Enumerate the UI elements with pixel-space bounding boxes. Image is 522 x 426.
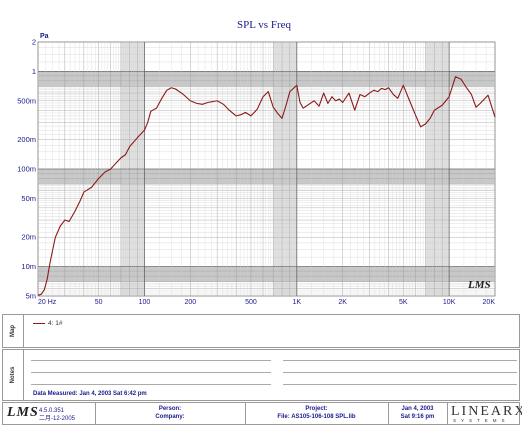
notes-label: Notes	[10, 366, 16, 384]
grid-band	[38, 71, 495, 87]
note-line[interactable]	[283, 360, 517, 361]
y-tick-labels: 2 1 500m 200m 100m 50m 20m 10m 5m	[17, 38, 36, 301]
footer-version-cell: LMS 4.5.0.351 二月-12-2005	[3, 403, 96, 424]
series-line	[37, 76, 496, 296]
linearx-systems-text: SYSTEMS	[453, 418, 510, 423]
y-tick-label: 2	[32, 38, 36, 47]
person-label: Person:	[158, 406, 182, 412]
x-tick-label: 50	[95, 299, 103, 306]
note-line[interactable]	[283, 384, 517, 385]
x-tick-label: 500	[245, 299, 257, 306]
y-tick-label: 100m	[17, 165, 36, 174]
chart-title: SPL vs Freq	[237, 19, 291, 31]
x-tick-label: 5K	[399, 299, 408, 306]
y-tick-label: 200m	[17, 135, 36, 144]
project-label: Project:	[305, 406, 328, 412]
x-tick-label: 1K	[293, 299, 302, 306]
y-tick-label: 10m	[21, 262, 36, 271]
x-tick-label: 2K	[338, 299, 347, 306]
lms-watermark: LMS	[467, 279, 491, 291]
footer-time: Sat 9:16 pm	[400, 414, 435, 420]
data-series	[37, 76, 496, 296]
notes-panel: Notes Data Measured: Jan 4, 2003 Sat 6:4…	[2, 349, 520, 401]
x-tick-labels: 20 Hz 50 100 200 500 1K 2K 5K 10K 20K	[38, 299, 495, 306]
note-line[interactable]	[31, 384, 271, 385]
y-tick-label: 50m	[21, 194, 36, 203]
company-label: Company:	[155, 414, 185, 420]
version-date: 二月-12-2005	[39, 416, 76, 422]
notes-tab: Notes	[3, 350, 24, 400]
footer-bar: LMS 4.5.0.351 二月-12-2005 Person: Company…	[2, 402, 522, 425]
footer-project-cell: Project: File: AS105-106-108 SPL.lib	[245, 403, 389, 424]
note-line[interactable]	[31, 372, 271, 373]
x-tick-label: 20K	[483, 299, 496, 306]
y-tick-label: 1	[32, 67, 36, 76]
note-line[interactable]	[283, 372, 517, 373]
footer-date: Jan 4, 2003	[401, 406, 434, 412]
grid-band	[38, 266, 495, 282]
y-tick-label: 500m	[17, 96, 36, 105]
legend-entry[interactable]: 4: 1#	[33, 320, 62, 327]
grid-band	[38, 169, 495, 185]
y-tick-label: 5m	[26, 292, 36, 301]
x-tick-label: 20 Hz	[38, 299, 57, 306]
linearx-logo: LINEARX	[451, 404, 522, 419]
lms-logo: LMS	[7, 405, 39, 420]
x-tick-label: 200	[184, 299, 196, 306]
map-tab: Map	[3, 315, 24, 347]
y-tick-label: 20m	[21, 233, 36, 242]
version-info: 4.5.0.351 二月-12-2005	[39, 407, 75, 423]
footer-date-cell: Jan 4, 2003 Sat 9:16 pm	[388, 403, 448, 424]
x-tick-label: 10K	[443, 299, 456, 306]
note-line[interactable]	[31, 360, 271, 361]
footer-person-cell: Person: Company:	[95, 403, 246, 424]
linearx-logo-cell: LINEARX SYSTEMS	[447, 403, 522, 424]
spl-vs-freq-chart: SPL vs Freq 2 1 500m 200m 100m 50m 20m 10m 5m 20…	[17, 19, 496, 306]
legend-line-swatch	[33, 322, 45, 324]
legend-label: 4: 1#	[48, 320, 63, 327]
grid-lines	[37, 41, 496, 297]
map-panel: Map 4: 1#	[2, 314, 520, 348]
data-measured-text: Data Measured: Jan 4, 2003 Sat 6:42 pm	[33, 391, 147, 397]
y-axis-unit: Pa	[40, 33, 49, 40]
file-label: File: AS105-106-108 SPL.lib	[277, 414, 356, 420]
x-tick-label: 100	[139, 299, 151, 306]
map-label: Map	[10, 325, 16, 337]
version-number: 4.5.0.351	[39, 408, 65, 414]
